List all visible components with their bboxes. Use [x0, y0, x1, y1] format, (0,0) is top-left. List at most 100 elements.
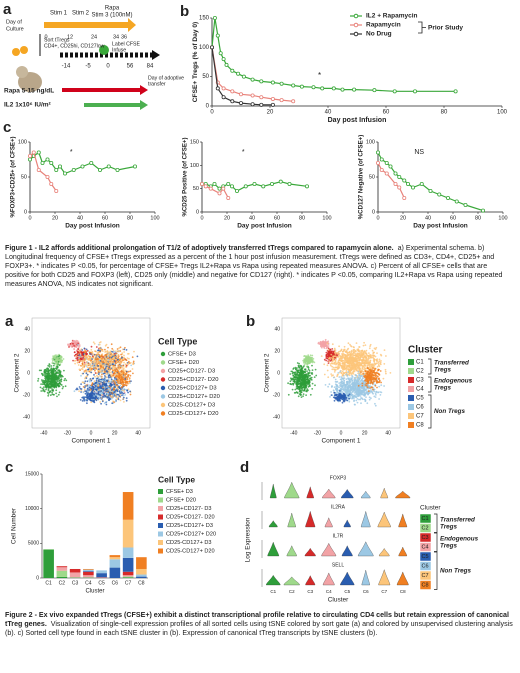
point: [270, 96, 275, 101]
cell-point: [113, 367, 116, 369]
x-tick-label: 100: [498, 215, 507, 221]
cell-point: [127, 357, 130, 360]
cell-point: [337, 365, 339, 368]
point: [419, 181, 424, 186]
cell-point: [94, 393, 97, 396]
cell-point: [320, 342, 323, 345]
cell-point: [124, 376, 127, 379]
cell-point: [124, 378, 127, 380]
cell-point: [128, 380, 131, 383]
cell-point: [338, 353, 340, 355]
cell-point: [301, 383, 304, 385]
legend-label: CD25-CD127+ D3: [168, 403, 215, 409]
cell-point: [55, 389, 58, 392]
cell-point: [95, 346, 98, 348]
cell-point: [311, 388, 314, 390]
cell-point: [50, 365, 53, 367]
x-tick-label: 40: [325, 110, 332, 116]
cell-point: [323, 347, 326, 349]
point: [428, 188, 433, 193]
cell-point: [113, 372, 116, 375]
cell-point: [46, 391, 49, 394]
cell-point: [101, 381, 104, 384]
cell-point: [303, 355, 306, 357]
cell-point: [85, 372, 88, 375]
cell-point: [349, 356, 351, 359]
cell-point: [120, 353, 122, 356]
point: [463, 202, 468, 207]
cell-point: [92, 360, 95, 363]
cell-point: [355, 360, 358, 362]
cell-point: [91, 355, 94, 357]
cell-point: [98, 347, 101, 349]
cell-point: [296, 385, 299, 388]
cell-point: [50, 378, 52, 380]
cell-point: [125, 384, 127, 386]
cell-point: [118, 386, 121, 389]
cell-point: [108, 398, 110, 401]
cell-point: [338, 345, 340, 348]
cell-point: [107, 346, 109, 349]
point: [291, 99, 296, 104]
cell-point: [127, 360, 130, 363]
cell-point: [373, 358, 376, 360]
cell-point: [119, 366, 122, 369]
x-tick-label: 0: [210, 110, 214, 116]
cell-point: [117, 358, 119, 361]
cell-point: [125, 364, 128, 367]
cell-point: [324, 343, 326, 345]
cell-point: [87, 390, 90, 393]
y-tick-label: 150: [190, 139, 199, 145]
cell-point: [342, 359, 345, 362]
cell-point: [352, 370, 355, 373]
cell-point: [331, 348, 334, 350]
cell-point: [47, 384, 49, 387]
cell-point: [60, 359, 63, 362]
cell-point: [380, 354, 383, 357]
cell-point: [77, 364, 80, 366]
cell-point: [50, 375, 53, 378]
cell-point: [327, 376, 330, 379]
cell-point: [83, 397, 85, 400]
cell-point: [333, 363, 336, 365]
cell-point: [294, 388, 297, 391]
cell-point: [127, 370, 130, 373]
cell-point: [369, 359, 372, 362]
cell-point: [365, 357, 368, 360]
cell-point: [345, 368, 347, 370]
cell-point: [364, 368, 367, 370]
cell-point: [121, 374, 124, 377]
cell-point: [61, 387, 64, 390]
cell-point: [385, 372, 387, 375]
cell-point: [111, 392, 114, 394]
cell-point: [98, 341, 101, 344]
point: [270, 102, 275, 107]
cell-point: [80, 374, 82, 377]
cell-point: [43, 386, 45, 389]
point: [270, 80, 275, 85]
cell-point: [341, 362, 344, 365]
cell-point: [96, 358, 98, 361]
cell-icon: [99, 45, 109, 55]
cell-point: [328, 352, 331, 355]
cell-point: [309, 354, 312, 357]
cell-point: [104, 360, 106, 363]
point: [238, 101, 243, 106]
cell-point: [122, 394, 125, 397]
panel-label: a: [3, 1, 12, 18]
cell-point: [124, 346, 126, 349]
point: [259, 102, 264, 107]
y-tick-label: 150: [199, 16, 210, 22]
monkey-icon: [16, 66, 28, 78]
cell-point: [362, 362, 365, 365]
point: [412, 89, 417, 94]
label: -5: [85, 64, 91, 70]
x-tick-label: 60: [383, 110, 390, 116]
panel-label: c: [3, 119, 11, 136]
cell-point: [115, 384, 118, 387]
legend-label: CFSE+ D20: [168, 360, 199, 366]
cell-point: [122, 359, 124, 362]
cell-point: [102, 388, 105, 390]
cell-point: [56, 366, 59, 369]
cell-point: [378, 358, 381, 361]
